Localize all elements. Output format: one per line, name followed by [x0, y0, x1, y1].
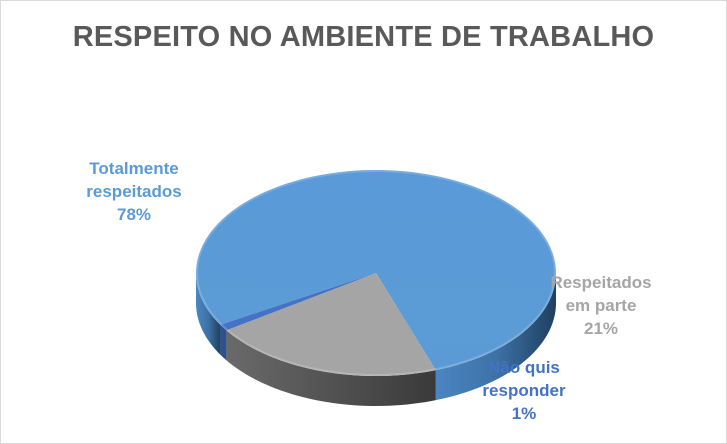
pie-slice-0 — [195, 169, 556, 371]
data-label-category-2: responder — [482, 381, 566, 400]
pie-side-0 — [435, 273, 556, 401]
data-label-value-1: 21% — [584, 319, 618, 338]
pie-side-2 — [220, 324, 227, 361]
data-label-category-0: Totalmente — [89, 159, 178, 178]
chart-title: RESPEITO NO AMBIENTE DE TRABALHO — [72, 21, 655, 53]
pie-slice-1 — [226, 273, 436, 376]
data-label-value-2: 1% — [512, 404, 537, 423]
pie-slice-2 — [220, 273, 376, 331]
data-label-category-2: Não quis — [488, 358, 560, 377]
data-label-category-0: respeitados — [86, 182, 181, 201]
data-label-category-1: em parte — [566, 296, 637, 315]
pie-side-1 — [226, 330, 436, 406]
data-label-value-0: 78% — [117, 205, 151, 224]
pie-rim — [196, 170, 556, 376]
pie-side-0 — [196, 273, 221, 355]
data-label-category-1: Respeitados — [550, 273, 651, 292]
